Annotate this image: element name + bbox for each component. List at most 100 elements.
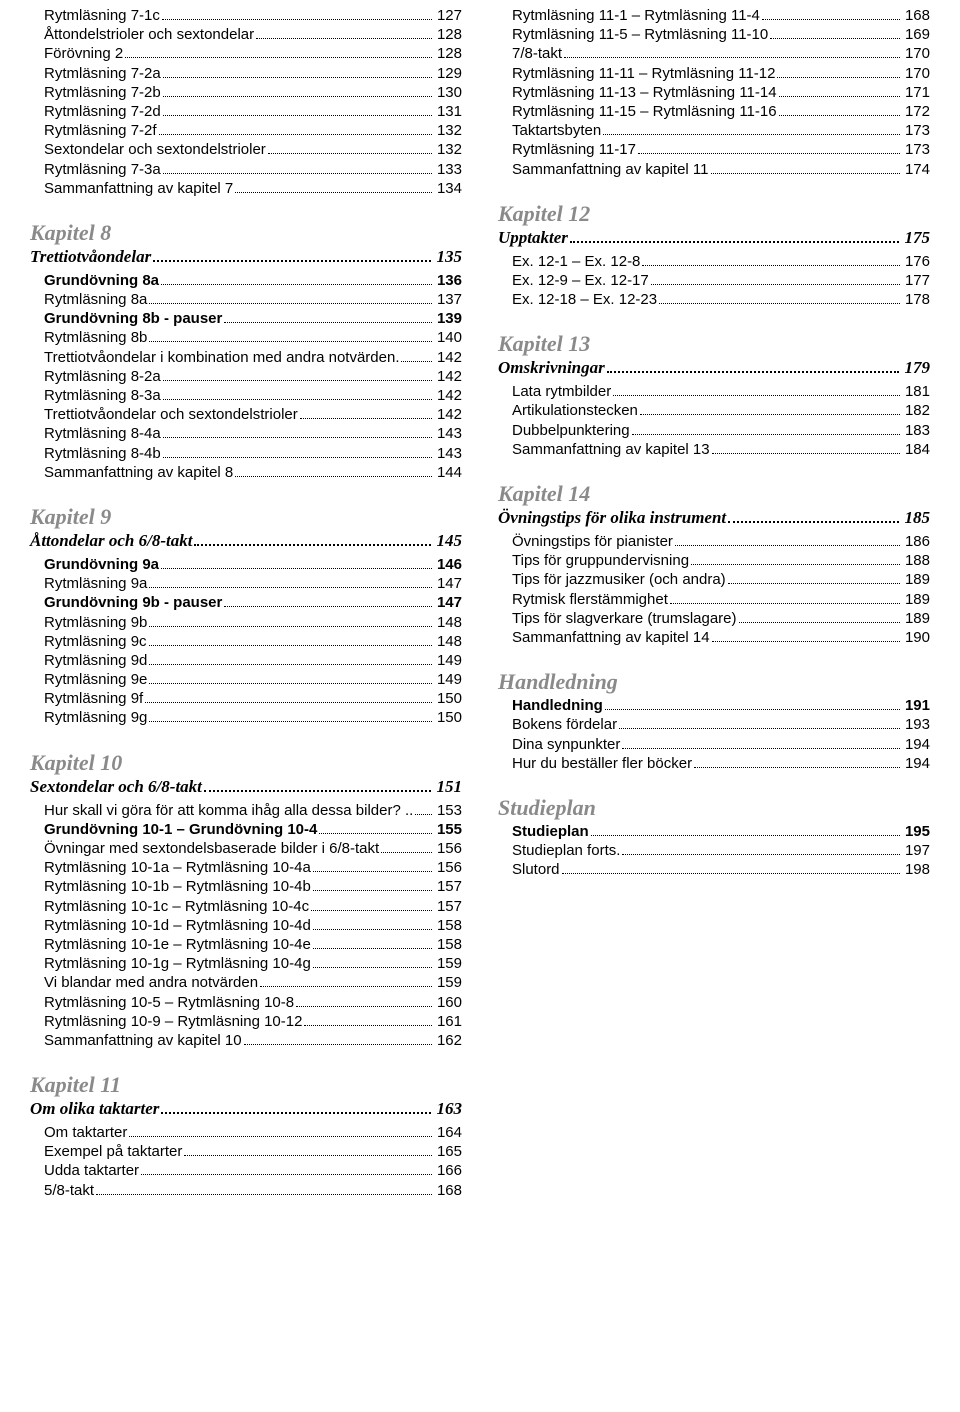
toc-entry-label: Rytmläsning 9b — [44, 613, 147, 632]
toc-entry-page: 131 — [434, 102, 462, 121]
toc-entry-page: 149 — [434, 670, 462, 689]
toc-section: Kapitel 13Omskrivningar179Lata rytmbilde… — [498, 317, 930, 459]
toc-entry-label: Rytmläsning 9g — [44, 708, 147, 727]
toc-entry: Rytmläsning 8b140 — [44, 328, 462, 347]
toc-entry: Rytmläsning 11-15 – Rytmläsning 11-16172 — [512, 102, 930, 121]
toc-entry-label: Handledning — [512, 696, 603, 715]
toc-entry-label: Rytmläsning 10-1g – Rytmläsning 10-4g — [44, 954, 311, 973]
entry-list: Lata rytmbilder181Artikulationstecken182… — [498, 382, 930, 459]
toc-entry-label: Rytmisk flerstämmighet — [512, 590, 668, 609]
toc-entry-label: Rytmläsning 11-11 – Rytmläsning 11-12 — [512, 64, 775, 83]
leader-dots — [381, 851, 432, 853]
toc-entry: Övningstips för pianister186 — [512, 532, 930, 551]
toc-entry: Sammanfattning av kapitel 7134 — [44, 179, 462, 198]
toc-entry: 7/8-takt170 — [512, 44, 930, 63]
entry-list: Grundövning 8a136Rytmläsning 8a137Grundö… — [30, 271, 462, 482]
leader-dots — [401, 360, 431, 362]
leader-dots — [613, 394, 900, 396]
toc-entry-page: 168 — [434, 1181, 462, 1200]
section-subtitle-page: 135 — [433, 247, 463, 267]
toc-entry-label: Rytmläsning 10-1c – Rytmläsning 10-4c — [44, 897, 309, 916]
toc-entry-page: 171 — [902, 83, 930, 102]
section-subtitle-label: Om olika taktarter — [30, 1099, 159, 1119]
toc-entry: Rytmläsning 7-3a133 — [44, 160, 462, 179]
toc-entry-label: Rytmläsning 8-3a — [44, 386, 161, 405]
toc-entry-label: Dubbelpunktering — [512, 421, 630, 440]
toc-entry-page: 134 — [434, 179, 462, 198]
chapter-title: Kapitel 10 — [30, 750, 462, 776]
toc-entry-page: 161 — [434, 1012, 462, 1031]
toc-entry: Sextondelar och sextondelstrioler132 — [44, 140, 462, 159]
leader-dots — [159, 133, 432, 135]
toc-entry: Dina synpunkter194 — [512, 735, 930, 754]
leader-dots — [712, 640, 900, 642]
toc-entry: Rytmläsning 8-4a143 — [44, 424, 462, 443]
toc-entry: Rytmläsning 10-1a – Rytmläsning 10-4a156 — [44, 858, 462, 877]
toc-entry-page: 164 — [434, 1123, 462, 1142]
chapter-title: Studieplan — [498, 795, 930, 821]
leader-dots — [163, 172, 432, 174]
toc-entry: Rytmisk flerstämmighet189 — [512, 590, 930, 609]
toc-entry-label: Grundövning 9a — [44, 555, 159, 574]
leader-dots — [770, 37, 900, 39]
column-right: Rytmläsning 11-1 – Rytmläsning 11-4168Ry… — [498, 6, 930, 1402]
toc-entry: 5/8-takt 168 — [44, 1181, 462, 1200]
toc-entry: Åttondelstrioler och sextondelar128 — [44, 25, 462, 44]
toc-entry-page: 147 — [434, 574, 462, 593]
toc-entry-page: 181 — [902, 382, 930, 401]
toc-entry: Rytmläsning 8a137 — [44, 290, 462, 309]
toc-entry-label: Trettiotvåondelar och sextondelstrioler — [44, 405, 298, 424]
toc-entry-page: 193 — [902, 715, 930, 734]
leader-dots — [194, 543, 430, 546]
leader-dots — [640, 413, 900, 415]
entry-list: Rytmläsning 7-1c127Åttondelstrioler och … — [30, 6, 462, 198]
toc-entry-label: Lata rytmbilder — [512, 382, 611, 401]
toc-entry: Rytmläsning 9c148 — [44, 632, 462, 651]
leader-dots — [149, 644, 432, 646]
toc-entry-label: 5/8-takt — [44, 1181, 94, 1200]
chapter-title: Handledning — [498, 669, 930, 695]
leader-dots — [739, 621, 900, 623]
toc-entry-page: 158 — [434, 935, 462, 954]
toc-entry-page: 159 — [434, 973, 462, 992]
toc-entry: Rytmläsning 11-13 – Rytmläsning 11-14171 — [512, 83, 930, 102]
toc-entry: Rytmläsning 10-1e – Rytmläsning 10-4e158 — [44, 935, 462, 954]
toc-entry-page: 132 — [434, 121, 462, 140]
toc-entry-label: Rytmläsning 8a — [44, 290, 147, 309]
toc-entry: Ex. 12-9 – Ex. 12-17177 — [512, 271, 930, 290]
toc-section: Kapitel 11Om olika taktarter163Om taktar… — [30, 1058, 462, 1200]
toc-entry: Tips för slagverkare (trumslagare)189 — [512, 609, 930, 628]
leader-dots — [204, 789, 431, 792]
toc-entry-label: Ex. 12-18 – Ex. 12-23 — [512, 290, 657, 309]
leader-dots — [304, 1024, 432, 1026]
toc-entry-label: Bokens fördelar — [512, 715, 617, 734]
leader-dots — [149, 682, 432, 684]
toc-entry-page: 153 — [434, 801, 462, 820]
leader-dots — [149, 586, 432, 588]
toc-entry-page: 160 — [434, 993, 462, 1012]
toc-entry: Studieplan195 — [512, 822, 930, 841]
leader-dots — [125, 56, 432, 58]
toc-entry-page: 177 — [902, 271, 930, 290]
leader-dots — [670, 602, 900, 604]
toc-entry: Dubbelpunktering183 — [512, 421, 930, 440]
leader-dots — [712, 452, 900, 454]
leader-dots — [638, 152, 900, 154]
toc-entry-page: 142 — [434, 405, 462, 424]
leader-dots — [256, 37, 432, 39]
toc-entry-page: 129 — [434, 64, 462, 83]
chapter-title: Kapitel 14 — [498, 481, 930, 507]
entry-list: Rytmläsning 11-1 – Rytmläsning 11-4168Ry… — [498, 6, 930, 179]
toc-entry-page: 159 — [434, 954, 462, 973]
leader-dots — [163, 456, 432, 458]
leader-dots — [145, 701, 432, 703]
toc-entry: Lata rytmbilder 181 — [512, 382, 930, 401]
leader-dots — [149, 625, 432, 627]
leader-dots — [311, 909, 432, 911]
leader-dots — [651, 283, 900, 285]
toc-entry: Tips för jazzmusiker (och andra)189 — [512, 570, 930, 589]
leader-dots — [313, 889, 432, 891]
toc-entry-page: 172 — [902, 102, 930, 121]
leader-dots — [607, 370, 899, 373]
leader-dots — [149, 720, 432, 722]
